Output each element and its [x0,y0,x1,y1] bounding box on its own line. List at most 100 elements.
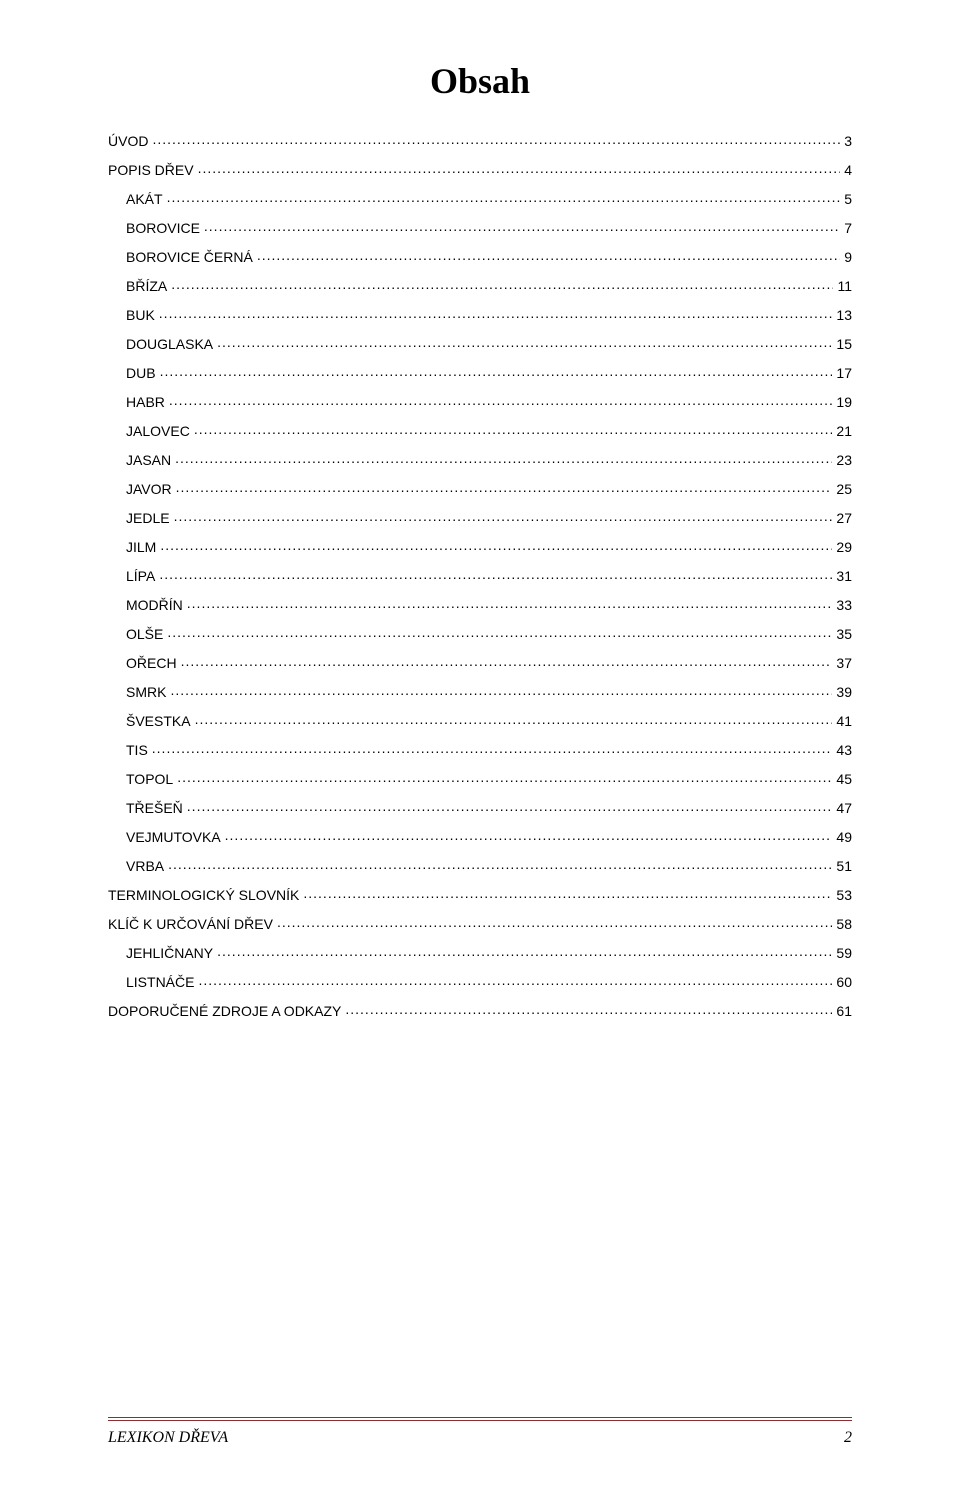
toc-page: 23 [836,453,852,467]
toc-row[interactable]: DOUGLASKA 15 [108,335,852,351]
toc-label: JAVOR [126,482,172,496]
toc-row[interactable]: ŠVESTKA41 [108,712,852,728]
toc-label: DOUGLASKA [126,337,213,351]
toc-leader-dots [225,828,833,842]
toc-label: SMRK [126,685,166,699]
toc-row[interactable]: DUB 17 [108,364,852,380]
footer-rule [108,1417,852,1421]
toc-page: 17 [836,366,852,380]
toc-leader-dots [170,683,832,697]
toc-leader-dots [169,393,833,407]
toc-leader-dots [198,973,832,987]
toc-page: 5 [844,192,852,206]
toc-row[interactable]: BŘÍZA11 [108,277,852,293]
toc-leader-dots [217,944,832,958]
toc-row[interactable]: OLŠE35 [108,625,852,641]
toc-label: BUK [126,308,155,322]
toc-page: 15 [836,337,852,351]
toc-leader-dots [159,567,832,581]
toc-row[interactable]: BOROVICE ČERNÁ9 [108,248,852,264]
toc-leader-dots [194,422,833,436]
toc-row[interactable]: AKÁT 5 [108,190,852,206]
toc-row[interactable]: OŘECH 37 [108,654,852,670]
toc-label: JASAN [126,453,171,467]
toc-page: 51 [836,859,852,873]
toc-label: DOPORUČENÉ ZDROJE A ODKAZY [108,1004,341,1018]
toc-page: 53 [836,888,852,902]
toc-leader-dots [277,915,832,929]
toc-page: 43 [836,743,852,757]
toc-row[interactable]: LÍPA 31 [108,567,852,583]
footer-left: LEXIKON DŘEVA [108,1429,228,1447]
toc-leader-dots [195,712,833,726]
toc-row[interactable]: TOPOL45 [108,770,852,786]
table-of-contents: ÚVOD3 POPIS DŘEV 4 AKÁT 5 BOROVICE7 BOROVICE Č… [108,132,852,1018]
toc-leader-dots [181,654,833,668]
toc-leader-dots [177,770,832,784]
toc-label: POPIS DŘEV [108,163,194,177]
toc-page: 25 [836,482,852,496]
toc-page: 49 [836,830,852,844]
toc-page: 37 [836,656,852,670]
toc-leader-dots [171,277,833,291]
toc-row[interactable]: MODŘÍN33 [108,596,852,612]
toc-label: HABR [126,395,165,409]
toc-row[interactable]: KLÍČ K URČOVÁNÍ DŘEV 58 [108,915,852,931]
toc-page: 29 [836,540,852,554]
toc-page: 60 [836,975,852,989]
toc-label: LÍPA [126,569,155,583]
toc-page: 45 [836,772,852,786]
toc-page: 59 [836,946,852,960]
toc-leader-dots [152,132,840,146]
toc-page: 21 [836,424,852,438]
toc-row[interactable]: TŘEŠEŇ 47 [108,799,852,815]
toc-label: ŠVESTKA [126,714,191,728]
toc-row[interactable]: JEDLE 27 [108,509,852,525]
toc-page: 58 [836,917,852,931]
toc-page: 35 [836,627,852,641]
toc-label: JILM [126,540,156,554]
toc-row[interactable]: SMRK39 [108,683,852,699]
toc-row[interactable]: ÚVOD3 [108,132,852,148]
toc-label: JEDLE [126,511,170,525]
toc-label: VRBA [126,859,164,873]
toc-leader-dots [187,799,833,813]
toc-label: AKÁT [126,192,163,206]
toc-row[interactable]: BUK13 [108,306,852,322]
toc-row[interactable]: JASAN 23 [108,451,852,467]
toc-page: 19 [836,395,852,409]
toc-label: TŘEŠEŇ [126,801,183,815]
toc-row[interactable]: TIS 43 [108,741,852,757]
toc-row[interactable]: JEHLIČNANY59 [108,944,852,960]
toc-row[interactable]: VEJMUTOVKA49 [108,828,852,844]
toc-page: 27 [836,511,852,525]
toc-label: TIS [126,743,148,757]
toc-leader-dots [159,306,833,320]
toc-row[interactable]: JILM 29 [108,538,852,554]
toc-leader-dots [168,857,832,871]
toc-leader-dots [176,480,833,494]
toc-row[interactable]: JALOVEC21 [108,422,852,438]
toc-page: 47 [836,801,852,815]
toc-label: DUB [126,366,156,380]
toc-page: 9 [844,250,852,264]
toc-label: TERMINOLOGICKÝ SLOVNÍK [108,888,299,902]
toc-page: 31 [836,569,852,583]
page-title: Obsah [108,60,852,102]
footer-right: 2 [844,1429,852,1447]
toc-label: OŘECH [126,656,177,670]
toc-row[interactable]: VRBA 51 [108,857,852,873]
page-footer: LEXIKON DŘEVA 2 [108,1417,852,1447]
toc-row[interactable]: BOROVICE7 [108,219,852,235]
toc-row[interactable]: DOPORUČENÉ ZDROJE A ODKAZY61 [108,1002,852,1018]
toc-page: 4 [844,163,852,177]
toc-page: 3 [844,134,852,148]
toc-row[interactable]: LISTNÁČE60 [108,973,852,989]
toc-leader-dots [175,451,832,465]
toc-page: 33 [836,598,852,612]
toc-row[interactable]: TERMINOLOGICKÝ SLOVNÍK 53 [108,886,852,902]
toc-row[interactable]: HABR 19 [108,393,852,409]
toc-row[interactable]: JAVOR 25 [108,480,852,496]
toc-row[interactable]: POPIS DŘEV 4 [108,161,852,177]
toc-label: KLÍČ K URČOVÁNÍ DŘEV [108,917,273,931]
